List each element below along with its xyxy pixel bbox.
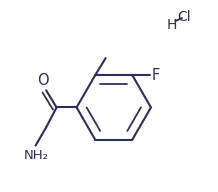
Text: NH₂: NH₂ (24, 149, 48, 162)
Text: Cl: Cl (177, 10, 191, 24)
Text: F: F (152, 68, 160, 83)
Text: H: H (167, 17, 177, 31)
Text: O: O (37, 73, 49, 88)
